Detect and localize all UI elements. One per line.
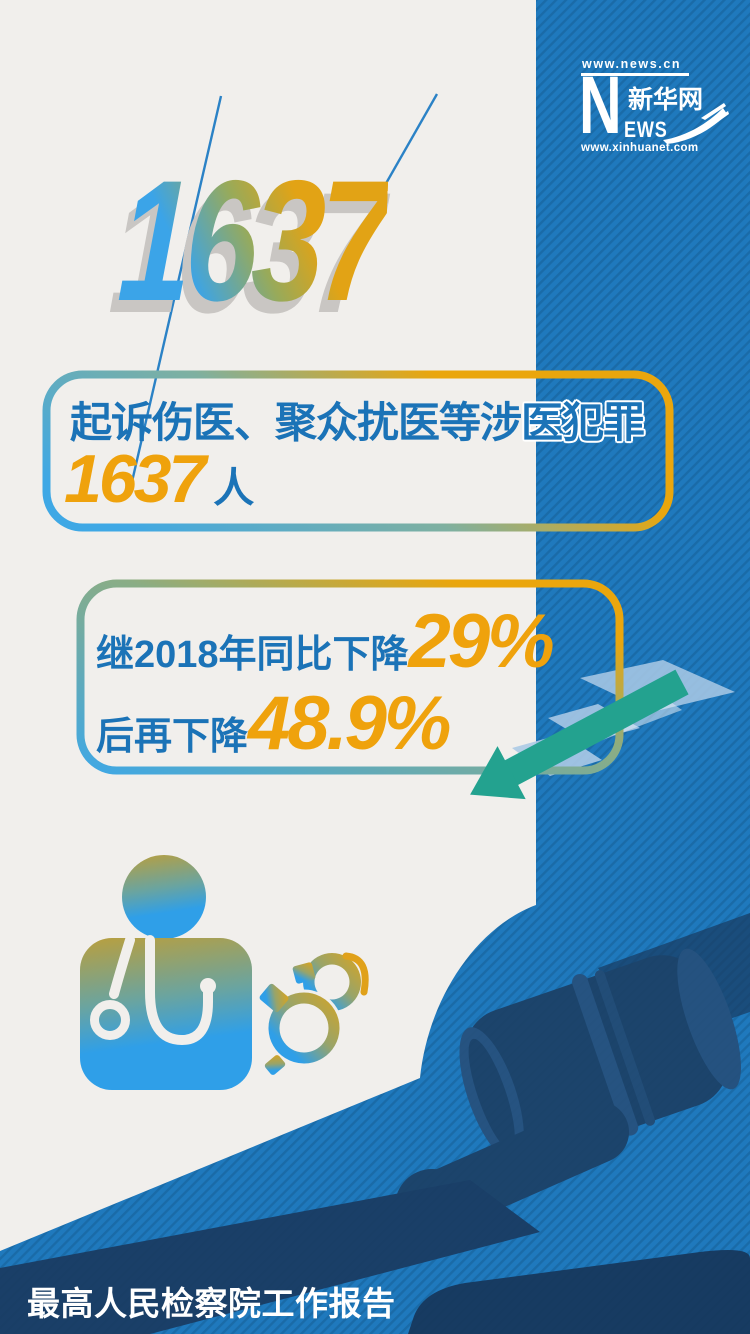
- card2-line1-label: 继2018年同比下降: [96, 634, 409, 676]
- gavel-handle-shadow: [0, 1180, 540, 1334]
- gavel-base-block: [408, 1250, 750, 1334]
- card2-line1: 继2018年同比下降 29%: [96, 598, 555, 685]
- card2-line2-value: 48.9%: [248, 681, 451, 766]
- stat-card-1-border: [42, 370, 674, 532]
- card1-title-overlay: 医犯罪: [521, 399, 645, 446]
- xinhuanet-logo: www.news.cn N 新华网 EWS www.xinhuanet.com: [576, 54, 736, 158]
- card1-title-main: 起诉伤医、聚众扰医等涉: [70, 399, 522, 446]
- logo-brand-cn: 新华网: [628, 86, 704, 114]
- footer-report-title: 最高人民检察院工作报告: [27, 1285, 396, 1322]
- card1-stat: 1637 人: [64, 440, 254, 518]
- diagonal-decor-lines: [129, 93, 439, 487]
- logo-url-top: www.news.cn: [582, 57, 682, 71]
- logo-letter-n: N: [579, 60, 622, 151]
- logo-url-bottom: www.xinhuanet.com: [581, 142, 699, 154]
- news-swoosh-icon: [663, 103, 729, 144]
- doctor-handcuffs-graphic: [80, 855, 369, 1090]
- handcuffs-icon: [259, 952, 369, 1075]
- gavel-icon: [0, 913, 750, 1334]
- logo-underline: [581, 73, 689, 76]
- doctor-icon: [80, 855, 252, 1090]
- hero-number-fill: 1637: [115, 145, 390, 337]
- card1-title: 起诉伤医、聚众扰医等涉 医犯罪: [70, 389, 645, 450]
- gavel-head: [459, 948, 741, 1161]
- logo-letters-ews: EWS: [624, 117, 668, 142]
- trend-down-arrow-icon: [470, 669, 689, 800]
- card2-line2: 后再下降 48.9%: [96, 680, 452, 767]
- card1-value: 1637: [64, 441, 206, 517]
- card1-unit: 人: [213, 465, 255, 511]
- card2-line2-label: 后再下降: [96, 716, 249, 758]
- card2-line1-value: 29%: [408, 599, 555, 684]
- stat-card-2-border: [76, 579, 624, 775]
- hero-number: 1637 1637: [106, 145, 389, 349]
